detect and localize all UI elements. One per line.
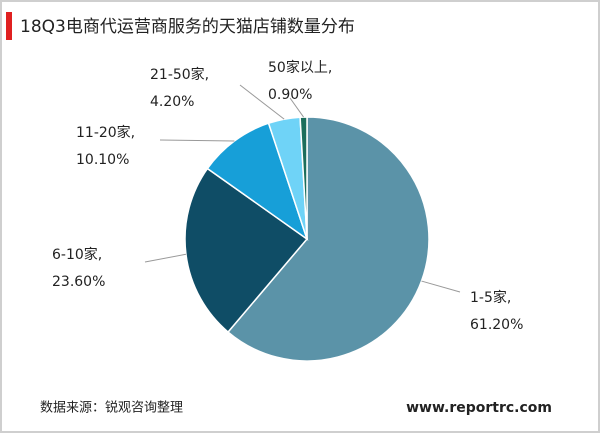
pie-slice <box>299 116 308 240</box>
slice-value-label: 61.20% <box>470 317 523 333</box>
slice-category: 11-20家, <box>76 124 135 141</box>
source-note: 数据来源：锐观咨询整理 <box>40 401 183 416</box>
leader-line <box>289 97 304 118</box>
pie-slice <box>206 122 309 241</box>
pie-slice <box>184 167 309 334</box>
slice-value-label: 4.20% <box>150 94 194 110</box>
slice-category: 6-10家, <box>52 246 102 263</box>
leader-line <box>421 280 461 293</box>
website: www.reportrc.com <box>406 400 552 416</box>
slice-value-label: 10.10% <box>76 152 129 168</box>
title-accent <box>6 12 12 40</box>
chart-title: 18Q3电商代运营商服务的天猫店铺数量分布 <box>20 17 355 37</box>
leader-line <box>239 84 285 120</box>
pie-slice <box>227 116 430 362</box>
slice-value-label: 0.90% <box>268 87 312 103</box>
leader-line <box>144 253 187 263</box>
slice-value-label: 23.60% <box>52 274 105 290</box>
leader-line <box>159 139 235 142</box>
slice-category: 21-50家, <box>150 66 209 83</box>
slice-category: 1-5家, <box>470 289 511 306</box>
slice-category: 50家以上, <box>268 59 332 76</box>
